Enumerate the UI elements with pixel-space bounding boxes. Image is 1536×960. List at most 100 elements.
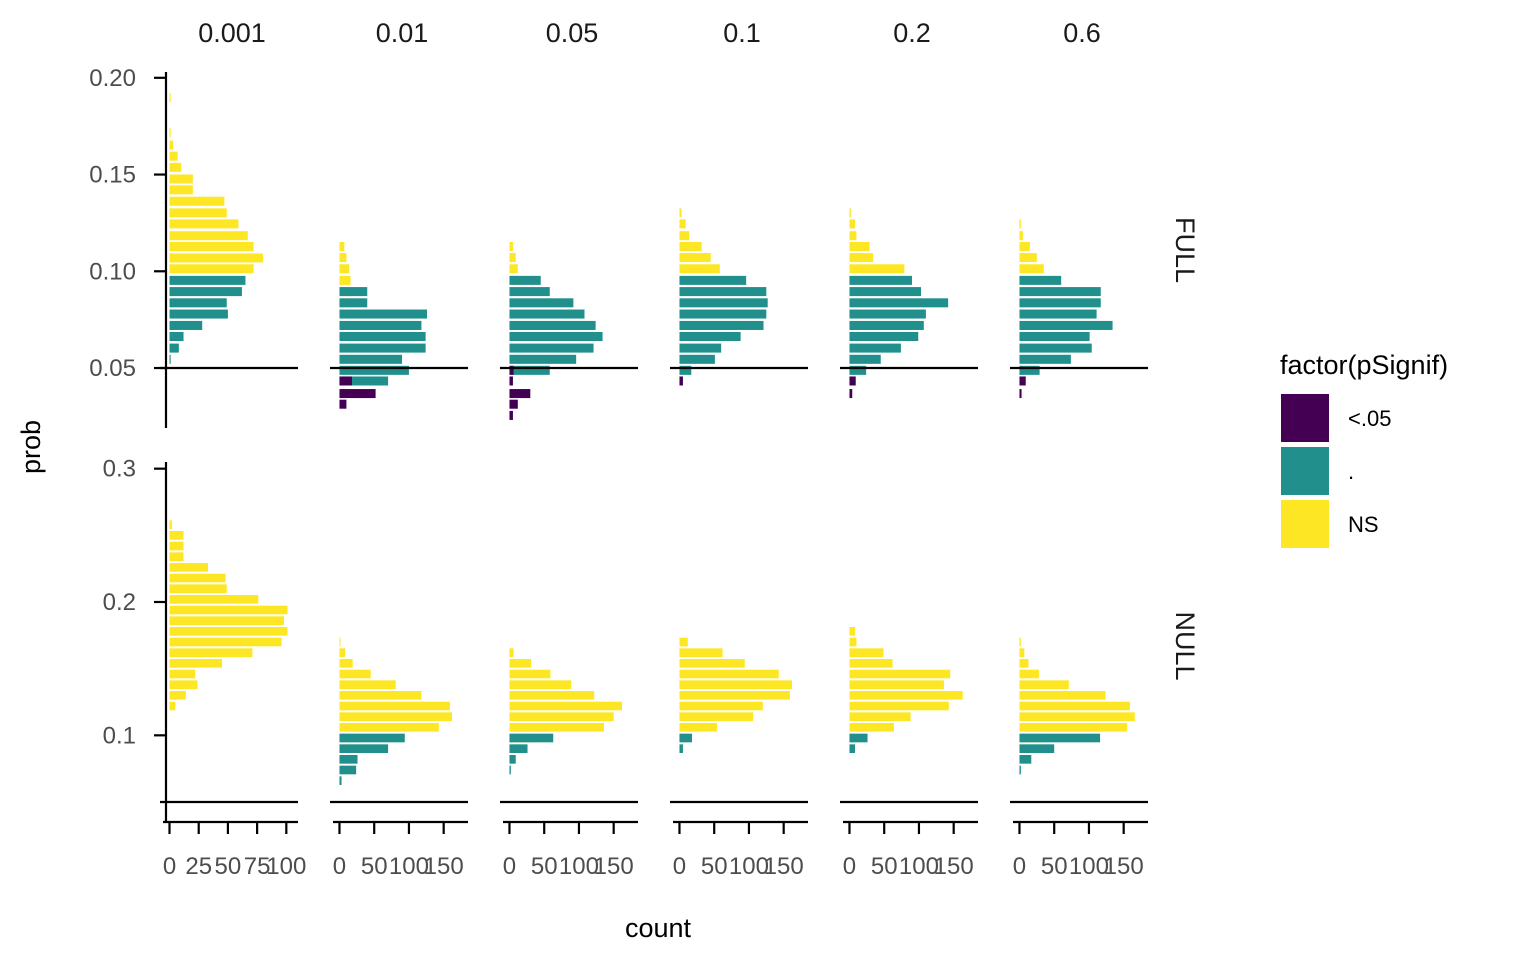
histogram-bar — [339, 253, 347, 263]
histogram-bar — [339, 331, 426, 341]
histogram-bar — [169, 162, 182, 172]
histogram-bar — [1019, 287, 1101, 297]
strip-row-full: FULL — [1170, 217, 1200, 283]
histogram-bar — [849, 680, 944, 689]
histogram-bar — [339, 733, 405, 743]
legend-label: . — [1348, 459, 1354, 484]
histogram-bar — [509, 264, 518, 274]
histogram-bar — [339, 669, 371, 679]
histogram-bar — [169, 573, 226, 583]
histogram-bar — [1019, 365, 1040, 375]
histogram-bar — [509, 343, 594, 353]
histogram-bar — [1019, 389, 1022, 399]
histogram-bar — [169, 185, 193, 195]
x-tick-label: 0 — [673, 853, 686, 880]
x-tick-label: 150 — [424, 853, 464, 880]
x-tick-label: 50 — [1041, 853, 1068, 880]
y-tick-label: 0.3 — [103, 456, 136, 483]
histogram-bar — [679, 253, 711, 263]
x-tick-label: 100 — [389, 853, 429, 880]
histogram-bar — [339, 309, 428, 319]
legend-title: factor(pSignif) — [1280, 350, 1448, 380]
histogram-bar — [339, 637, 341, 647]
y-tick-label: 0.2 — [103, 589, 136, 616]
histogram-bar — [849, 208, 851, 218]
strip-row-null: NULL — [1170, 611, 1200, 680]
histogram-bar — [849, 744, 856, 753]
histogram-bar — [169, 563, 209, 572]
histogram-bar — [849, 298, 949, 308]
histogram-bar — [849, 219, 856, 229]
histogram-bar — [339, 275, 351, 285]
histogram-bar — [1019, 320, 1113, 330]
histogram-bar — [849, 701, 949, 711]
histogram-bar — [849, 309, 926, 319]
histogram-bar — [679, 669, 779, 679]
histogram-bar — [339, 365, 409, 375]
histogram-bar — [679, 287, 767, 297]
histogram-bar — [169, 275, 246, 285]
histogram-bar — [679, 331, 741, 341]
histogram-bar — [339, 242, 345, 252]
histogram-bar — [679, 701, 763, 711]
histogram-bar — [509, 680, 572, 689]
histogram-bar — [509, 648, 514, 657]
histogram-bar — [169, 552, 184, 561]
histogram-bar — [1019, 309, 1097, 319]
histogram-bar — [1019, 343, 1092, 353]
histogram-bar — [339, 287, 368, 297]
histogram-bar — [849, 343, 901, 353]
histogram-bar — [509, 320, 596, 330]
histogram-bar — [1019, 242, 1030, 252]
panel-full-0.01 — [339, 242, 428, 409]
histogram-bar — [1019, 733, 1101, 743]
histogram-bar — [1019, 701, 1130, 711]
histogram-bar — [339, 776, 342, 785]
histogram-bar — [169, 343, 179, 353]
histogram-bar — [509, 287, 550, 297]
histogram-bar — [849, 637, 857, 647]
histogram-bar — [169, 264, 254, 274]
histogram-bar — [509, 410, 513, 420]
histogram-bar — [339, 399, 347, 409]
histogram-bar — [509, 309, 585, 319]
histogram-bar — [679, 208, 682, 218]
y-tick-label: 0.10 — [89, 258, 136, 285]
histogram-bar — [849, 242, 870, 252]
histogram-bar — [1019, 365, 1023, 375]
histogram-bar — [1019, 219, 1021, 229]
histogram-bar — [169, 320, 203, 330]
histogram-bar — [1019, 659, 1029, 668]
strip-col-0.01: 0.01 — [376, 18, 429, 48]
panel-full-0.001 — [169, 93, 263, 364]
x-axis-title: count — [625, 913, 692, 943]
panel-full-0.6 — [1019, 219, 1113, 399]
histogram-bar — [169, 531, 184, 540]
histogram-bar — [339, 765, 357, 775]
histogram-bar — [509, 659, 532, 668]
histogram-bar — [339, 298, 368, 308]
histogram-bar — [509, 691, 595, 700]
histogram-bar — [169, 140, 174, 150]
histogram-bar — [679, 744, 683, 753]
histogram-bar — [679, 320, 764, 330]
strip-col-0.001: 0.001 — [198, 18, 266, 48]
histogram-bar — [169, 174, 193, 184]
x-tick-label: 150 — [594, 853, 634, 880]
histogram-bar — [509, 712, 614, 721]
histogram-bar — [849, 691, 963, 700]
histogram-bar — [679, 231, 690, 241]
histogram-bar — [169, 331, 184, 341]
histogram-bar — [339, 376, 352, 386]
histogram-bar — [679, 219, 686, 229]
x-tick-label: 0 — [843, 853, 856, 880]
histogram-bar — [169, 128, 171, 138]
histogram-bar — [1019, 755, 1032, 764]
histogram-bar — [849, 723, 894, 732]
legend-key — [1281, 394, 1329, 442]
histogram-bar — [169, 93, 171, 103]
y-tick-label: 0.05 — [89, 355, 136, 382]
panel-null-0.05 — [509, 648, 623, 775]
legend-key — [1281, 447, 1329, 495]
